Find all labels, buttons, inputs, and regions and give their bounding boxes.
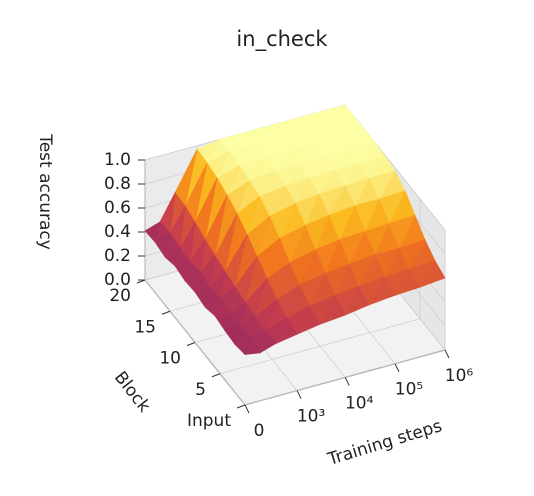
x-tick bbox=[394, 363, 400, 372]
surface-face bbox=[224, 324, 241, 346]
z-axis-label: Test accuracy bbox=[35, 133, 55, 250]
chart-title: in_check bbox=[236, 27, 328, 52]
surface-face bbox=[174, 261, 191, 282]
z-tick-label: 0.2 bbox=[104, 246, 131, 266]
y-tick bbox=[211, 373, 221, 378]
x-axis-label: Training steps bbox=[325, 416, 445, 470]
surface bbox=[144, 104, 446, 356]
x-tick-label: 0 bbox=[254, 421, 265, 441]
x-tick bbox=[444, 349, 450, 359]
surface-face bbox=[184, 271, 201, 293]
surface-face bbox=[154, 232, 171, 258]
surface-face bbox=[204, 297, 221, 317]
y-tick-label: 20 bbox=[109, 286, 131, 306]
grid-line bbox=[244, 349, 446, 406]
z-tick-label: 0.0 bbox=[104, 270, 131, 290]
grid-line bbox=[219, 318, 421, 375]
z-tick-label: 0.4 bbox=[104, 222, 131, 242]
surface-face bbox=[144, 221, 161, 243]
y-axis-label: Block bbox=[110, 368, 154, 417]
x-tick bbox=[244, 404, 250, 414]
z-tick-label: 1.0 bbox=[104, 150, 131, 170]
surface-face bbox=[164, 247, 181, 267]
surface-face bbox=[214, 313, 231, 332]
x-tick-label: 10⁶ bbox=[445, 366, 474, 386]
z-tick-label: 0.6 bbox=[104, 198, 131, 218]
x-tick-label: 10³ bbox=[297, 407, 325, 427]
x-tick-label: 10⁴ bbox=[345, 393, 374, 413]
x-tick bbox=[344, 377, 350, 386]
z-tick-label: 0.8 bbox=[104, 174, 131, 194]
y-tick bbox=[186, 342, 196, 346]
x-tick-label: 10⁵ bbox=[395, 380, 423, 400]
y-tick-label: Input bbox=[187, 411, 231, 431]
y-tick-label: 5 bbox=[195, 380, 206, 400]
y-tick bbox=[236, 404, 246, 409]
surface-face bbox=[194, 287, 211, 308]
surface-face bbox=[234, 336, 251, 356]
y-tick-label: 10 bbox=[159, 349, 181, 369]
y-tick bbox=[161, 310, 171, 315]
x-tick bbox=[296, 390, 302, 399]
y-tick-label: 15 bbox=[134, 317, 156, 337]
